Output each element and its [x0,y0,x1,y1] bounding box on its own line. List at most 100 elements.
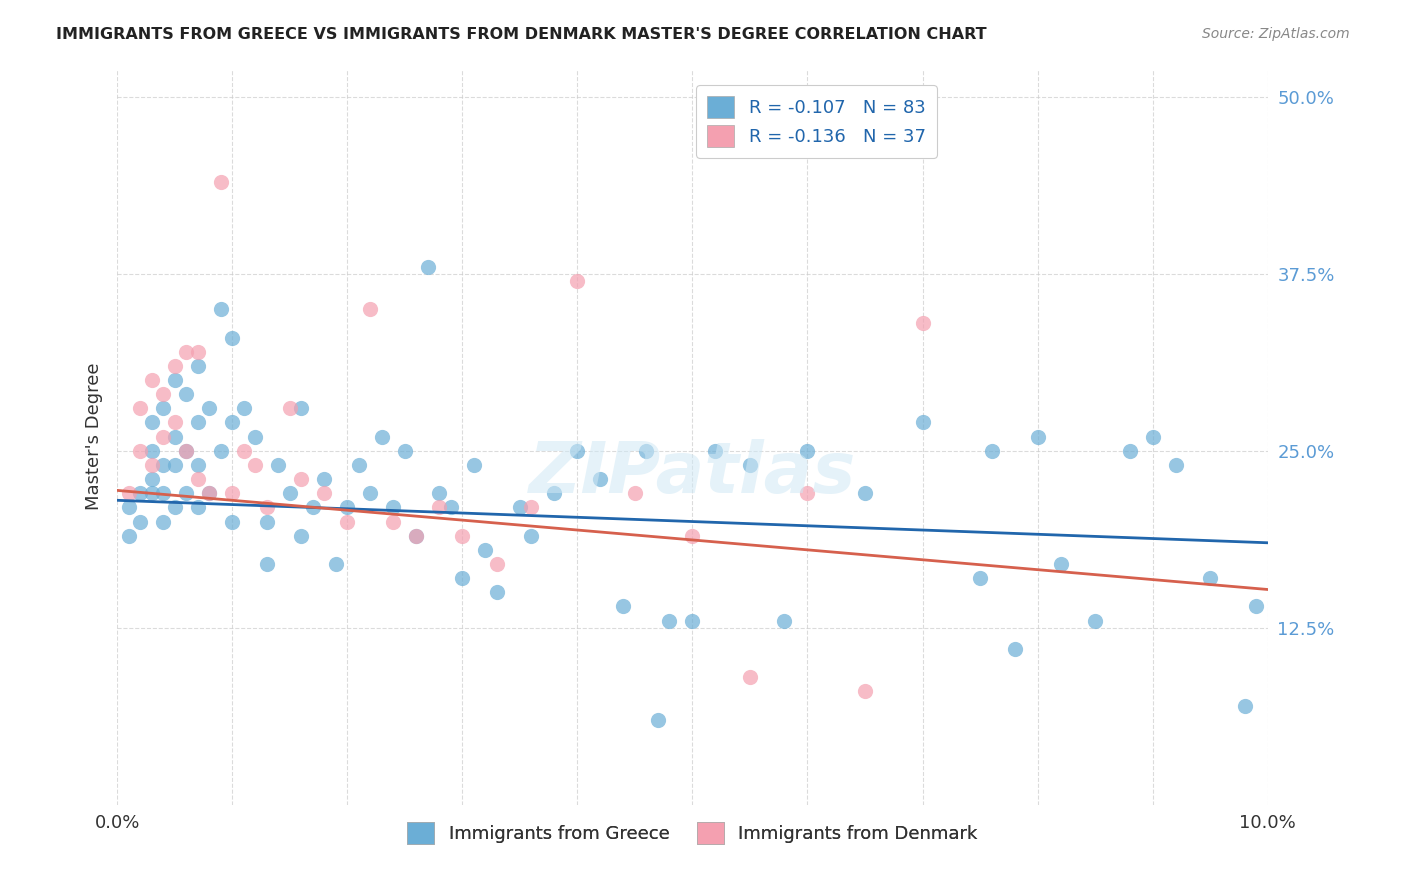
Point [371,429,394,443]
Point [681,614,703,628]
Point [314,472,336,486]
Point [416,260,439,274]
Point [118,500,141,515]
Point [1142,429,1164,443]
Point [290,529,312,543]
Point [141,443,163,458]
Point [1164,458,1187,472]
Point [152,515,174,529]
Point [1004,642,1026,657]
Point [853,486,876,500]
Point [624,486,647,500]
Point [704,443,727,458]
Point [232,401,254,416]
Point [1026,429,1049,443]
Point [738,670,761,684]
Point [336,515,359,529]
Point [1084,614,1107,628]
Legend: Immigrants from Greece, Immigrants from Denmark: Immigrants from Greece, Immigrants from … [396,811,988,855]
Point [209,443,232,458]
Text: Source: ZipAtlas.com: Source: ZipAtlas.com [1202,27,1350,41]
Point [427,486,450,500]
Point [440,500,463,515]
Point [382,500,405,515]
Point [141,416,163,430]
Point [290,401,312,416]
Point [347,458,370,472]
Point [589,472,612,486]
Point [141,486,163,500]
Point [267,458,290,472]
Point [152,429,174,443]
Point [314,486,336,500]
Point [118,486,141,500]
Text: ZIPatlas: ZIPatlas [529,439,856,508]
Point [198,486,221,500]
Point [485,557,508,571]
Point [911,416,934,430]
Point [187,472,209,486]
Point [796,443,818,458]
Point [141,373,163,387]
Point [567,274,589,288]
Point [221,515,243,529]
Point [174,443,197,458]
Point [221,330,243,344]
Point [451,529,474,543]
Point [567,443,589,458]
Point [647,713,669,727]
Point [187,458,209,472]
Point [256,515,278,529]
Point [359,302,381,317]
Point [232,443,254,458]
Point [174,344,197,359]
Point [520,500,543,515]
Point [221,416,243,430]
Point [118,529,141,543]
Text: IMMIGRANTS FROM GREECE VS IMMIGRANTS FROM DENMARK MASTER'S DEGREE CORRELATION CH: IMMIGRANTS FROM GREECE VS IMMIGRANTS FRO… [56,27,987,42]
Point [174,387,197,401]
Point [245,429,267,443]
Point [152,486,174,500]
Point [141,458,163,472]
Point [980,443,1002,458]
Point [163,416,186,430]
Point [658,614,681,628]
Point [174,443,197,458]
Point [152,401,174,416]
Point [256,557,278,571]
Point [187,344,209,359]
Point [969,571,991,585]
Point [163,458,186,472]
Point [359,486,381,500]
Point [853,684,876,698]
Point [1118,443,1140,458]
Point [636,443,658,458]
Point [256,500,278,515]
Point [187,359,209,373]
Point [163,500,186,515]
Point [187,500,209,515]
Point [152,387,174,401]
Point [612,599,634,614]
Point [301,500,323,515]
Point [198,486,221,500]
Point [485,585,508,599]
Point [163,359,186,373]
Point [474,542,496,557]
Y-axis label: Master's Degree: Master's Degree [86,363,103,510]
Point [290,472,312,486]
Point [911,316,934,330]
Point [245,458,267,472]
Point [129,401,152,416]
Point [129,486,152,500]
Point [543,486,565,500]
Point [405,529,427,543]
Point [738,458,761,472]
Point [405,529,427,543]
Point [163,373,186,387]
Point [129,443,152,458]
Point [681,529,703,543]
Point [198,401,221,416]
Point [278,401,301,416]
